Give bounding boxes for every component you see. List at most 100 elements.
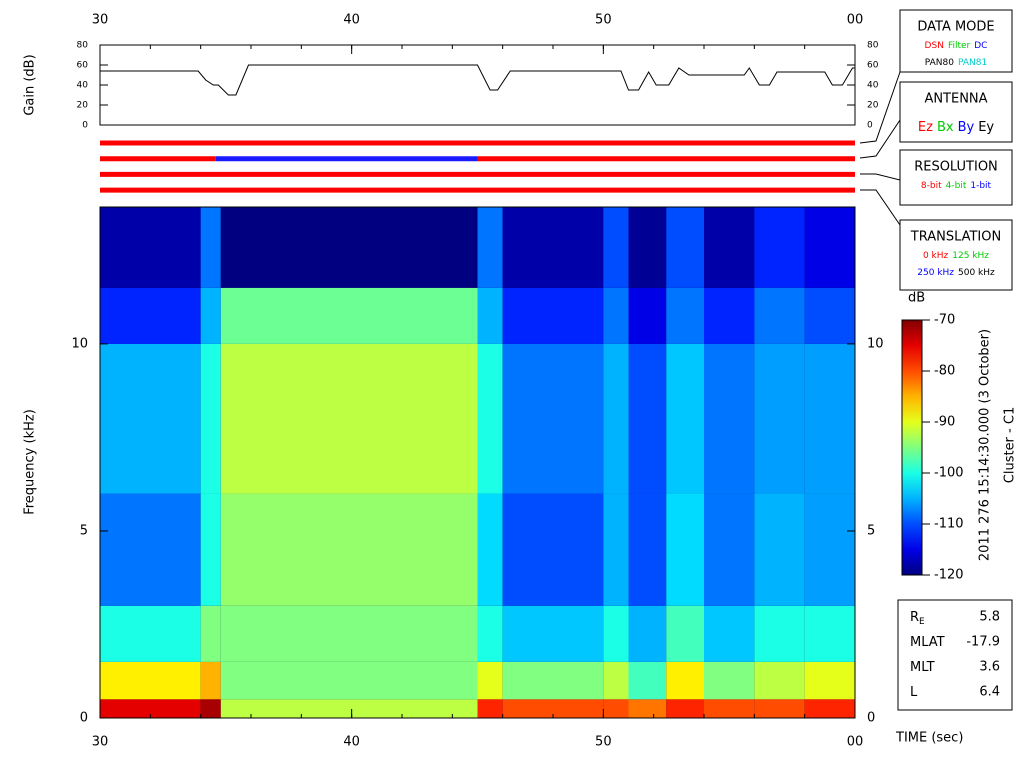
spectrogram-cell: [477, 699, 503, 718]
spectrogram-cell: [628, 343, 667, 494]
legend-entry: DC: [974, 41, 987, 51]
spectrogram-cell: [220, 343, 478, 494]
spectrogram-cell: [502, 493, 604, 606]
x-tick-label: 40: [343, 13, 360, 28]
spectrogram-cell: [704, 493, 755, 606]
spectrogram-cell: [502, 287, 604, 344]
date-annotation: 2011 276 15:14:30.000 (3 October): [978, 329, 993, 561]
y-tick-label: 0: [867, 711, 875, 726]
info-label-main: MLAT: [910, 635, 945, 650]
colorbar-tick-label: -100: [934, 466, 964, 481]
spectrogram-cell: [603, 493, 629, 606]
spectrogram-cell: [477, 287, 503, 344]
spectrogram-cell: [220, 493, 478, 606]
legend-entry: 250 kHz: [917, 268, 954, 278]
spectrogram-cell: [666, 605, 704, 662]
spectrogram-cell: [502, 207, 604, 288]
spectrogram-cell: [804, 493, 855, 606]
x-tick-label: 00: [847, 13, 864, 28]
spectrogram-cell: [804, 343, 855, 494]
spectrogram-cell: [220, 207, 478, 288]
legend-entry: DSN: [925, 41, 944, 51]
box-line: Ez Bx By Ey: [918, 120, 995, 135]
box-title: DATA MODE: [917, 20, 994, 35]
resolution-box: [899, 149, 1013, 206]
spectrogram-cell: [804, 699, 855, 718]
spectrogram-cell: [502, 661, 604, 700]
spectrogram-cell: [200, 493, 221, 606]
box-title: ANTENNA: [924, 92, 987, 107]
spectrogram-cell: [754, 661, 805, 700]
spectrogram-cell: [804, 207, 855, 288]
legend-entry: By: [958, 120, 975, 135]
info-value: 6.4: [979, 685, 1000, 700]
info-label: L: [910, 685, 918, 700]
spectrogram-cell: [100, 207, 201, 288]
spectrogram-cell: [704, 207, 755, 288]
info-label: MLT: [910, 660, 935, 675]
spectrogram-cell: [200, 605, 221, 662]
spectrogram-cell: [704, 699, 755, 718]
x-tick-label: 00: [847, 735, 864, 750]
spectrogram-cell: [754, 343, 805, 494]
colorbar-label: dB: [908, 291, 925, 306]
spectrogram-cell: [754, 699, 805, 718]
legend-entry: Ez: [918, 120, 933, 135]
translation-box: [899, 219, 1013, 291]
y-tick-label: 0: [80, 711, 88, 726]
spacecraft-annotation: Cluster - C1: [1003, 407, 1018, 483]
legend-entry: PAN81: [958, 58, 987, 68]
info-value: -17.9: [966, 635, 1000, 650]
box-title: RESOLUTION: [914, 160, 998, 175]
box-line: 8-bit 4-bit 1-bit: [921, 181, 992, 191]
spectrogram-cell: [603, 343, 629, 494]
spectrogram-cell: [603, 287, 629, 344]
spectrogram-cell: [628, 661, 667, 700]
legend-entry: 0 kHz: [923, 251, 949, 261]
spectrogram-cell: [200, 207, 221, 288]
frequency-axis-label: Frequency (kHz): [23, 409, 38, 515]
spectrogram-cell: [477, 493, 503, 606]
spectrogram-cell: [200, 661, 221, 700]
legend-entry: PAN80: [925, 58, 954, 68]
spectrogram-cell: [704, 661, 755, 700]
spectrogram-cell: [220, 605, 478, 662]
spectrogram-cell: [754, 605, 805, 662]
gain-axis-label: Gain (dB): [23, 54, 38, 115]
spectrogram-cell: [628, 287, 667, 344]
spectrogram-cell: [704, 343, 755, 494]
colorbar: [901, 319, 923, 576]
spectrogram-cell: [477, 661, 503, 700]
x-tick-label: 50: [595, 13, 612, 28]
spectrogram-cell: [603, 661, 629, 700]
legend-entry: 500 kHz: [958, 268, 995, 278]
spectrogram-cell: [200, 699, 221, 718]
colorbar-tick-label: -110: [934, 517, 964, 532]
legend-entry: Bx: [937, 120, 954, 135]
info-label-main: MLT: [910, 660, 935, 675]
colorbar-tick-label: -70: [934, 313, 955, 328]
x-tick-label: 30: [92, 735, 109, 750]
spectrogram-cell: [220, 287, 478, 344]
colorbar-tick-label: -80: [934, 364, 955, 379]
info-label-main: R: [910, 610, 919, 625]
box-line: 0 kHz 125 kHz: [923, 251, 989, 261]
spectrogram-cell: [477, 605, 503, 662]
spectrogram-cell: [100, 493, 201, 606]
spectrogram-cell: [804, 287, 855, 344]
y-tick-label: 0: [82, 121, 88, 131]
y-tick-label: 60: [867, 61, 879, 71]
spectrogram-cell: [804, 661, 855, 700]
spectrogram-cell: [200, 287, 221, 344]
box-title: TRANSLATION: [910, 230, 1001, 245]
spectrogram-cell: [477, 207, 503, 288]
spectrogram-cell: [502, 699, 604, 718]
legend-entry: 1-bit: [970, 181, 991, 191]
spectrogram-cell: [628, 493, 667, 606]
antenna-box: [899, 81, 1013, 143]
info-value: 3.6: [979, 660, 1000, 675]
spectrogram-cell: [666, 287, 704, 344]
y-tick-label: 60: [77, 61, 89, 71]
spectrogram-cell: [502, 343, 604, 494]
